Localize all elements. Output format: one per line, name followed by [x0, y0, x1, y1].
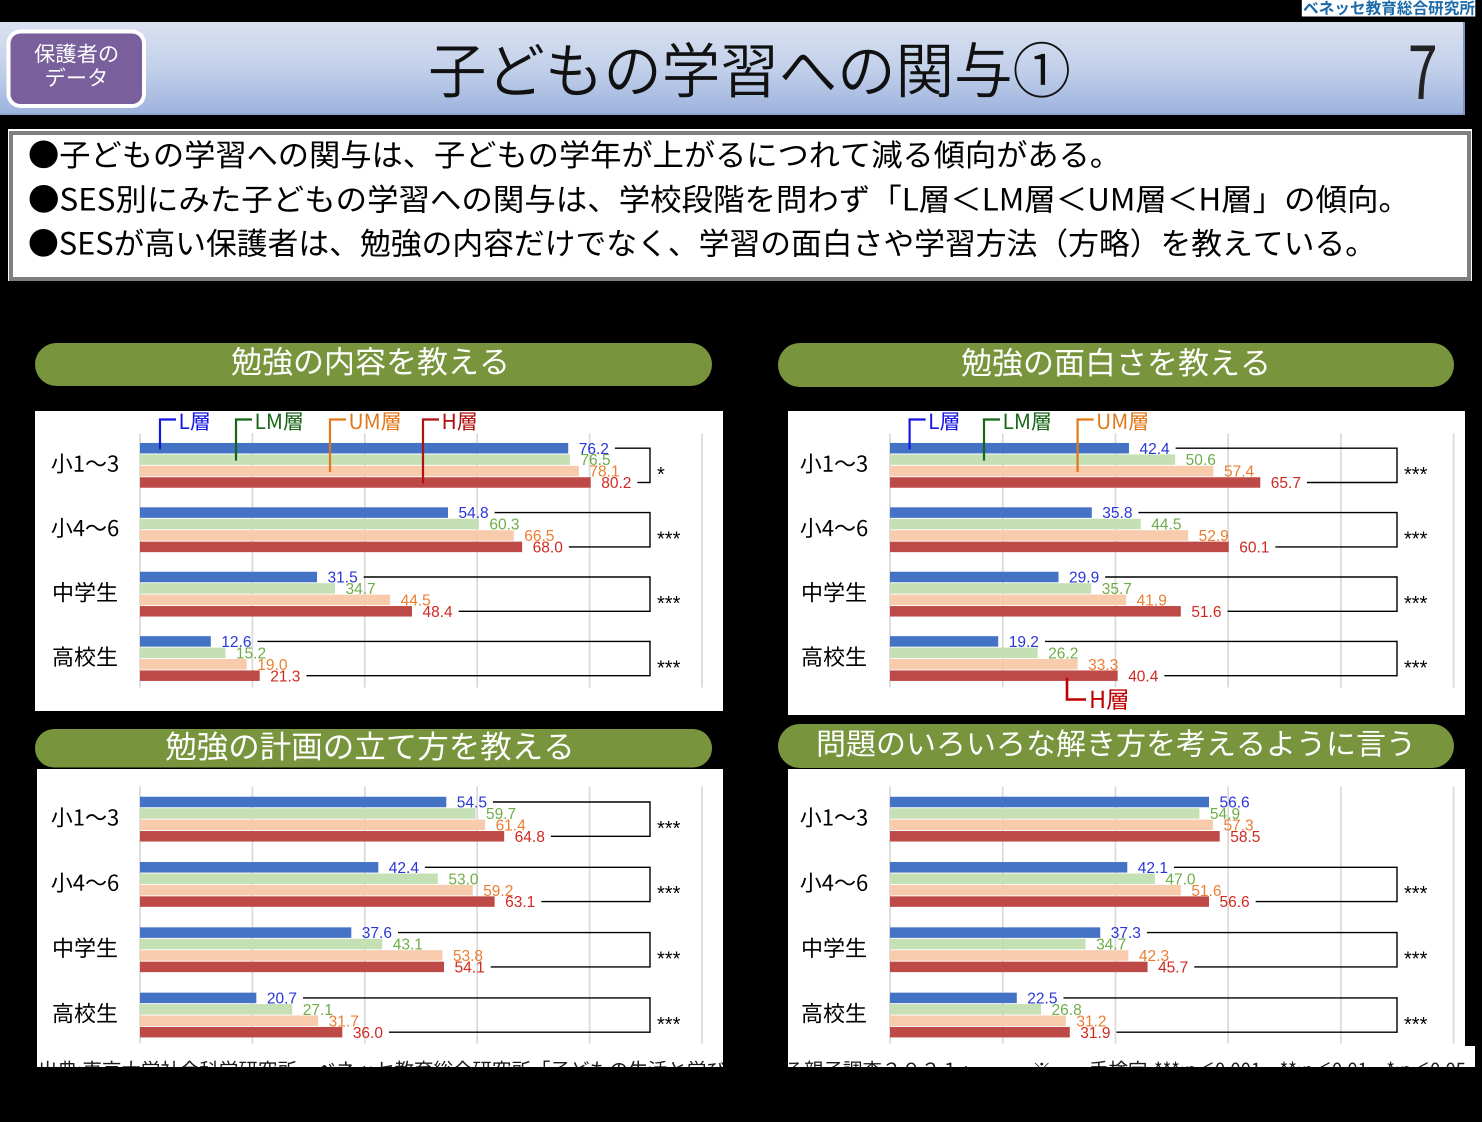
svg-text:54.5: 54.5: [457, 795, 487, 812]
svg-text:33.3: 33.3: [1088, 657, 1118, 674]
svg-text:56.6: 56.6: [1220, 894, 1250, 911]
svg-text:68.0: 68.0: [533, 539, 564, 556]
svg-text:20.7: 20.7: [267, 991, 297, 1008]
svg-text:***: ***: [657, 883, 681, 905]
svg-text:50.6: 50.6: [1186, 452, 1216, 469]
svg-text:42.1: 42.1: [1138, 860, 1168, 877]
svg-text:***: ***: [1404, 528, 1428, 550]
svg-text:29.9: 29.9: [1069, 570, 1099, 587]
svg-text:58.5: 58.5: [1230, 829, 1260, 846]
svg-text:60.3: 60.3: [489, 517, 519, 534]
svg-text:53.0: 53.0: [448, 871, 479, 888]
svg-text:31.2: 31.2: [1076, 1013, 1106, 1030]
svg-text:34.7: 34.7: [346, 581, 376, 598]
svg-text:63.1: 63.1: [505, 894, 535, 911]
svg-text:***: ***: [657, 528, 681, 550]
svg-text:65.7: 65.7: [1271, 475, 1301, 492]
svg-text:***: ***: [1404, 593, 1428, 615]
svg-text:54.9: 54.9: [1210, 806, 1240, 823]
svg-text:15.2: 15.2: [236, 645, 266, 662]
svg-text:22.5: 22.5: [1027, 991, 1057, 1008]
svg-text:56.6: 56.6: [1220, 795, 1250, 812]
svg-text:19.0: 19.0: [257, 657, 288, 674]
svg-text:35.7: 35.7: [1102, 581, 1132, 598]
svg-text:61.4: 61.4: [496, 817, 527, 834]
svg-text:64.8: 64.8: [515, 829, 545, 846]
svg-text:35.8: 35.8: [1102, 505, 1132, 522]
svg-text:19.2: 19.2: [1009, 634, 1039, 651]
svg-text:66.5: 66.5: [524, 528, 554, 545]
svg-text:44.5: 44.5: [401, 592, 431, 609]
svg-text:21.3: 21.3: [270, 668, 300, 685]
svg-text:37.6: 37.6: [362, 925, 392, 942]
svg-text:***: ***: [1404, 883, 1428, 905]
svg-text:51.6: 51.6: [1191, 604, 1221, 621]
svg-text:41.9: 41.9: [1137, 592, 1167, 609]
svg-text:26.2: 26.2: [1048, 645, 1078, 662]
svg-text:54.8: 54.8: [458, 505, 488, 522]
svg-text:78.1: 78.1: [589, 464, 619, 481]
svg-text:52.9: 52.9: [1199, 528, 1229, 545]
svg-text:***: ***: [657, 1014, 681, 1036]
svg-text:59.7: 59.7: [486, 806, 516, 823]
svg-text:31.9: 31.9: [1080, 1025, 1110, 1042]
svg-text:43.1: 43.1: [393, 937, 423, 954]
svg-text:47.0: 47.0: [1165, 871, 1196, 888]
svg-text:80.2: 80.2: [601, 475, 631, 492]
svg-text:***: ***: [657, 948, 681, 970]
svg-text:*: *: [657, 464, 665, 486]
svg-text:59.2: 59.2: [483, 883, 513, 900]
svg-text:42.3: 42.3: [1139, 948, 1169, 965]
svg-text:40.4: 40.4: [1128, 668, 1159, 685]
svg-text:45.7: 45.7: [1158, 959, 1188, 976]
svg-text:60.1: 60.1: [1239, 539, 1269, 556]
svg-text:***: ***: [1404, 657, 1428, 679]
svg-text:31.7: 31.7: [329, 1013, 359, 1030]
svg-text:51.6: 51.6: [1191, 883, 1221, 900]
svg-text:57.3: 57.3: [1223, 817, 1253, 834]
svg-text:***: ***: [657, 593, 681, 615]
svg-text:12.6: 12.6: [221, 634, 251, 651]
svg-text:37.3: 37.3: [1111, 925, 1141, 942]
svg-text:54.1: 54.1: [455, 959, 485, 976]
svg-text:42.4: 42.4: [389, 860, 420, 877]
svg-text:44.5: 44.5: [1151, 517, 1181, 534]
svg-text:***: ***: [657, 818, 681, 840]
svg-text:76.2: 76.2: [579, 441, 609, 458]
svg-text:34.7: 34.7: [1096, 937, 1126, 954]
svg-text:27.1: 27.1: [303, 1002, 333, 1019]
svg-text:26.8: 26.8: [1052, 1002, 1082, 1019]
svg-text:76.5: 76.5: [580, 452, 610, 469]
svg-text:57.4: 57.4: [1224, 464, 1255, 481]
svg-text:***: ***: [1404, 948, 1428, 970]
svg-text:***: ***: [1404, 1014, 1428, 1036]
svg-text:***: ***: [657, 657, 681, 679]
svg-text:53.8: 53.8: [453, 948, 483, 965]
svg-text:42.4: 42.4: [1139, 441, 1170, 458]
svg-text:***: ***: [1404, 464, 1428, 486]
svg-text:48.4: 48.4: [423, 604, 454, 621]
svg-text:31.5: 31.5: [328, 570, 358, 587]
svg-text:36.0: 36.0: [353, 1025, 384, 1042]
